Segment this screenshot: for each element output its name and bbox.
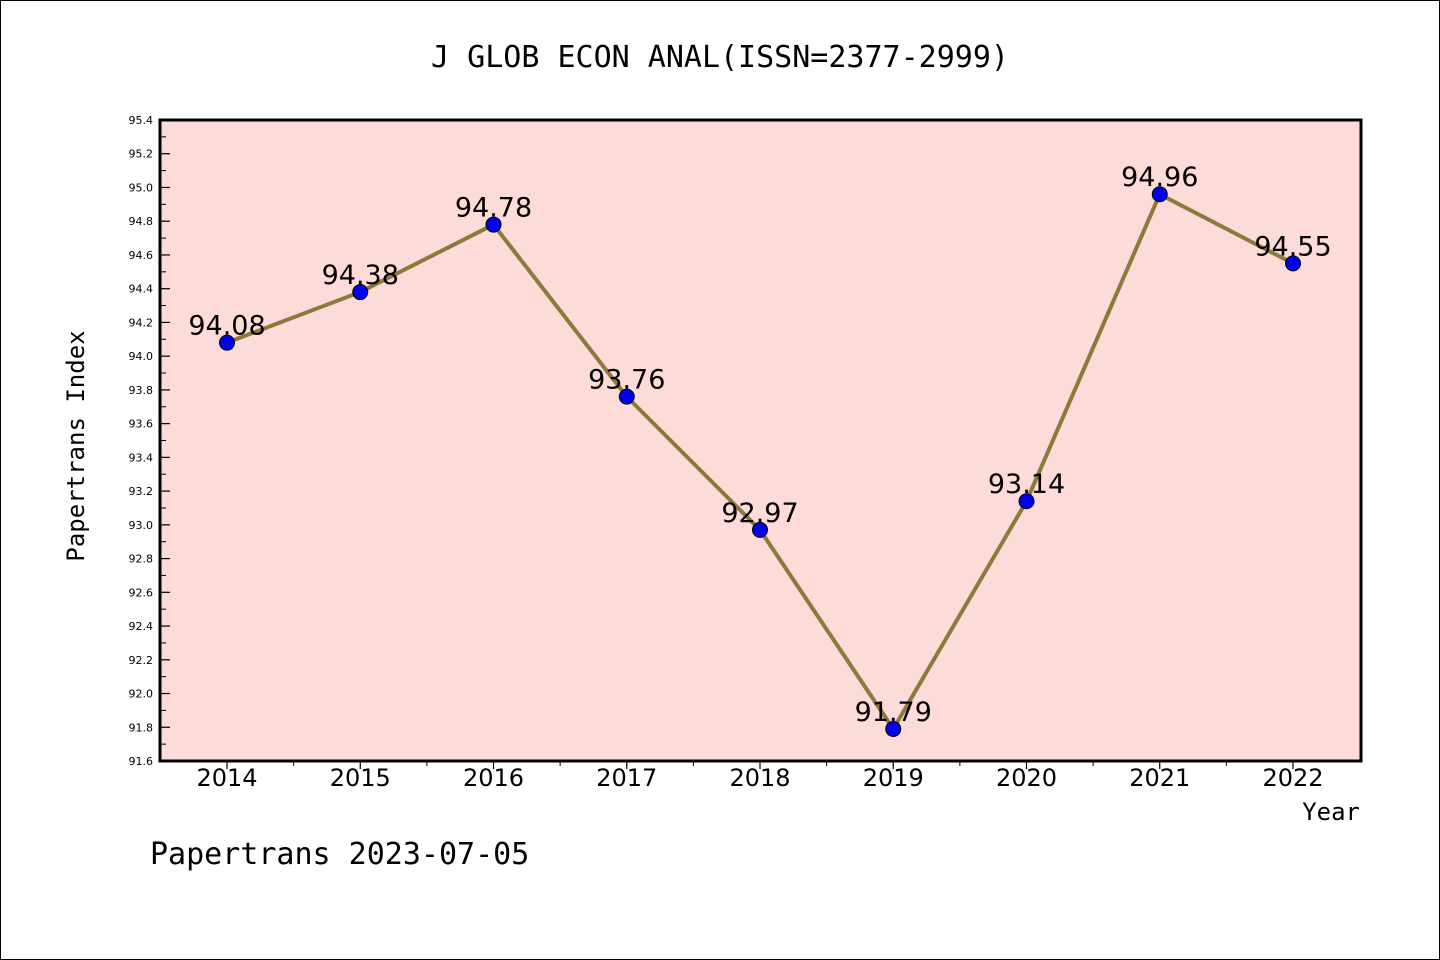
x-tick-label: 2016 xyxy=(463,764,524,792)
data-labels: 94.08 94.38 94.78 93.76 92.97 91.79 93.14 94.96… xyxy=(188,162,1331,728)
y-tick-label: 95.4 xyxy=(129,114,154,127)
data-point xyxy=(752,521,768,538)
x-tick-label: 2014 xyxy=(196,764,257,792)
y-tick-label: 91.6 xyxy=(129,755,154,768)
plot-area xyxy=(158,118,1363,763)
x-tick-label: 2017 xyxy=(596,764,657,792)
x-tick-label: 2019 xyxy=(863,764,924,792)
data-label: 91.79 xyxy=(855,697,932,728)
y-tick-label: 95.0 xyxy=(129,181,154,194)
y-axis: 91.6 91.8 92.0 92.2 92.4 92.6 92.8 93.0 93.2 93.4… xyxy=(129,114,170,768)
y-tick-label: 92.2 xyxy=(129,654,154,667)
data-point xyxy=(352,284,369,301)
y-axis-label: Papertrans Index xyxy=(62,330,90,561)
y-tick-label: 94.2 xyxy=(129,316,154,329)
data-point xyxy=(885,720,902,737)
data-label: 92.97 xyxy=(721,498,798,529)
chart-title: J GLOB ECON ANAL(ISSN=2377-2999) xyxy=(431,40,1009,75)
x-tick-label: 2018 xyxy=(729,764,790,792)
y-tick-label: 94.6 xyxy=(129,249,154,262)
data-point xyxy=(219,334,235,351)
y-tick-label: 92.0 xyxy=(129,688,154,701)
y-tick-label: 92.8 xyxy=(129,553,154,566)
data-point xyxy=(618,388,635,405)
y-tick-label: 93.6 xyxy=(129,418,154,431)
y-tick-label: 93.4 xyxy=(129,451,154,464)
y-tick-label: 92.6 xyxy=(129,586,154,599)
data-label: 94.78 xyxy=(455,193,532,224)
y-tick-label: 91.8 xyxy=(129,721,154,734)
y-tick-label: 92.4 xyxy=(129,620,154,633)
y-tick-label: 94.0 xyxy=(129,350,154,363)
x-axis-label: Year xyxy=(1302,798,1360,826)
y-tick-label: 94.4 xyxy=(129,283,154,296)
data-label: 93.14 xyxy=(988,469,1065,500)
y-tick-label: 93.2 xyxy=(129,485,154,498)
x-tick-label: 2020 xyxy=(996,764,1057,792)
data-label: 93.76 xyxy=(588,365,665,396)
data-point xyxy=(485,216,502,233)
y-tick-label: 93.8 xyxy=(129,384,154,397)
footer-text: Papertrans 2023-07-05 xyxy=(150,837,529,872)
x-tick-label: 2022 xyxy=(1262,764,1323,792)
x-tick-label: 2015 xyxy=(330,764,391,792)
y-tick-label: 95.2 xyxy=(129,148,154,161)
data-label: 94.08 xyxy=(188,311,265,342)
x-tick-label: 2021 xyxy=(1129,764,1190,792)
data-label: 94.55 xyxy=(1254,231,1331,262)
y-tick-label: 94.8 xyxy=(129,215,154,228)
y-tick-label: 93.0 xyxy=(129,519,154,532)
series-layer xyxy=(219,186,1301,737)
data-point xyxy=(1151,186,1168,203)
x-axis: 2014 2015 2016 2017 2018 2019 2020 2021 2022 xyxy=(196,761,1324,792)
data-label: 94.38 xyxy=(322,260,399,291)
data-point xyxy=(1285,255,1301,272)
data-point xyxy=(1018,493,1035,510)
data-label: 94.96 xyxy=(1121,162,1198,193)
